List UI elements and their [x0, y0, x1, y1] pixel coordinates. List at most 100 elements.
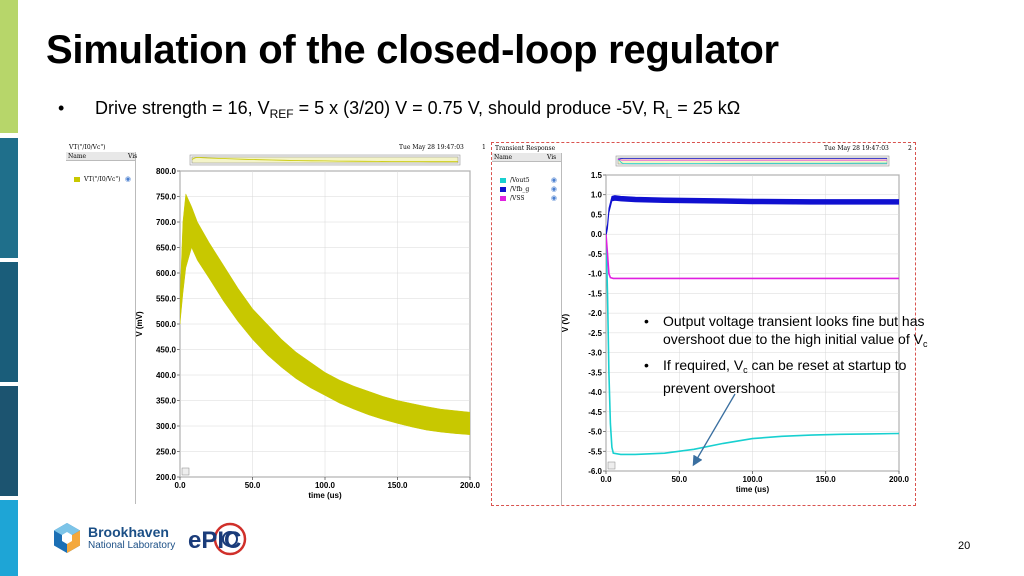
slide-title: Simulation of the closed-loop regulator — [46, 28, 779, 72]
right-legend-item-vout5[interactable]: /Vout5 ◉ — [492, 176, 561, 185]
y-tick-label: -2.0 — [588, 309, 602, 318]
y-axis-label: V (mV) — [135, 311, 144, 337]
overview-curve — [617, 158, 887, 165]
callout-item-2-text-b: can be reset at startup to prevent overs… — [663, 357, 907, 396]
brookhaven-logo: Brookhaven National Laboratory — [52, 522, 182, 556]
right-legend-name-header: Name — [494, 154, 513, 161]
y-tick-label: 500.0 — [156, 320, 177, 329]
y-tick-label: -4.5 — [588, 408, 602, 417]
series-band — [606, 195, 899, 237]
callout-bullet: • — [644, 357, 649, 373]
left-date: Tue May 28 19:47:03 — [399, 144, 464, 151]
left-legend-name-header: Name — [68, 153, 87, 160]
y-tick-label: -6.0 — [588, 467, 602, 476]
right-legend-item-name: /Vfb_g — [510, 186, 530, 193]
series--vfb-g — [606, 195, 899, 237]
callout-item-2-text-a: If required, V — [663, 357, 744, 373]
right-waveform-window: Transient Response Tue May 28 19:47:03 2… — [491, 142, 916, 506]
decor-stripe-2 — [0, 138, 18, 258]
y-tick-label: 750.0 — [156, 193, 177, 202]
x-axis-label: time (us) — [308, 491, 342, 500]
callout-bullet: • — [644, 313, 649, 329]
left-legend-item[interactable]: VT("/I0/Vc") ◉ — [66, 175, 135, 184]
left-legend-header: Name Vis — [66, 152, 137, 161]
epic-detector-icon — [213, 522, 247, 556]
vref-subscript: REF — [269, 107, 294, 121]
bullet-text-part2: = 5 x (3/20) V = 0.75 V, should produce … — [293, 98, 666, 118]
overview-curve — [617, 158, 887, 160]
right-corner-digit: 2 — [908, 145, 912, 152]
y-tick-label: 450.0 — [156, 346, 177, 355]
series-line — [606, 234, 899, 280]
overview-curve — [617, 158, 887, 161]
zoom-button[interactable] — [607, 461, 616, 470]
x-tick-label: 100.0 — [742, 475, 763, 484]
x-tick-label: 0.0 — [174, 481, 186, 490]
decor-stripe-1 — [0, 0, 18, 133]
decor-stripe-5 — [0, 500, 18, 576]
bullet-dot: • — [58, 98, 65, 118]
brookhaven-name: Brookhaven — [88, 524, 169, 540]
callout-notes: • Output voltage transient looks fine bu… — [640, 312, 950, 400]
callout-item-1-sub: c — [922, 339, 928, 349]
callout-item-1: • Output voltage transient looks fine bu… — [640, 312, 950, 353]
left-waveform-window: VT("/I0/Vc") Tue May 28 19:47:03 1 Name … — [66, 142, 488, 504]
overview-strip[interactable] — [189, 154, 461, 166]
right-legend-header: Name Vis — [492, 153, 561, 162]
left-legend-item-name: VT("/I0/Vc") — [84, 176, 121, 183]
right-legend-item-vss[interactable]: /VSS ◉ — [492, 194, 561, 203]
epic-name: ePIC — [188, 527, 242, 554]
overview-curve — [191, 156, 458, 163]
y-tick-label: -5.5 — [588, 447, 602, 456]
bullet-text: Drive strength = 16, VREF = 5 x (3/20) V… — [95, 98, 740, 121]
right-legend-item-name: /VSS — [510, 195, 525, 202]
right-legend: Name Vis /Vout5 ◉ /Vfb_g ◉ /VSS ◉ — [492, 153, 562, 505]
right-legend-swatch — [500, 196, 506, 201]
zoom-button[interactable] — [181, 467, 190, 476]
eye-icon[interactable]: ◉ — [550, 185, 557, 193]
eye-icon[interactable]: ◉ — [550, 194, 557, 202]
decor-stripe-3 — [0, 262, 18, 382]
y-tick-label: 800.0 — [156, 167, 177, 176]
y-tick-label: 400.0 — [156, 371, 177, 380]
y-tick-label: 200.0 — [156, 473, 177, 482]
left-legend: Name Vis VT("/I0/Vc") ◉ — [66, 152, 137, 504]
y-tick-label: -3.5 — [588, 368, 602, 377]
right-legend-item-vfbg[interactable]: /Vfb_g ◉ — [492, 185, 561, 194]
bullet-text-part3: = 25 kΩ — [672, 98, 741, 118]
y-tick-label: -1.0 — [588, 270, 602, 279]
overview-thumb[interactable] — [617, 157, 888, 165]
y-tick-label: 350.0 — [156, 397, 177, 406]
y-tick-label: 0.0 — [591, 230, 603, 239]
right-plot: 1.5 1.0 0.5 0.0 -0.5 -1.0 -1.5 -2.0 -2.5 -3.0 -3.5… — [561, 155, 910, 494]
rl-subscript: L — [665, 107, 673, 121]
left-legend-swatch — [74, 177, 80, 182]
y-axis-label: V (V) — [561, 314, 570, 333]
series-band — [180, 192, 470, 435]
y-tick-label: 550.0 — [156, 295, 177, 304]
series--vout5 — [606, 234, 899, 456]
series--vss — [606, 234, 899, 280]
y-tick-label: -4.0 — [588, 388, 602, 397]
x-tick-label: 50.0 — [245, 481, 261, 490]
eye-icon[interactable]: ◉ — [124, 175, 131, 183]
right-legend-swatch — [500, 178, 506, 183]
y-tick-label: -1.5 — [588, 289, 602, 298]
y-tick-label: 650.0 — [156, 244, 177, 253]
y-tick-label: 250.0 — [156, 448, 177, 457]
eye-icon[interactable]: ◉ — [550, 176, 557, 184]
right-legend-vis-header: Vis — [547, 154, 557, 161]
y-tick-label: 1.0 — [591, 191, 603, 200]
left-plot: 200.0 250.0 300.0 350.0 400.0 450.0 500.0 550.0… — [135, 154, 481, 500]
x-tick-label: 150.0 — [816, 475, 837, 484]
y-tick-label: -3.0 — [588, 349, 602, 358]
y-tick-label: -0.5 — [588, 250, 602, 259]
y-tick-label: -5.0 — [588, 428, 602, 437]
y-tick-label: 1.5 — [591, 171, 603, 180]
y-tick-label: 700.0 — [156, 218, 177, 227]
overview-thumb[interactable] — [191, 156, 459, 164]
left-top-label: VT("/I0/Vc") — [69, 144, 106, 151]
callout-item-1-text: Output voltage transient looks fine but … — [663, 313, 925, 347]
overview-strip[interactable] — [615, 155, 890, 167]
